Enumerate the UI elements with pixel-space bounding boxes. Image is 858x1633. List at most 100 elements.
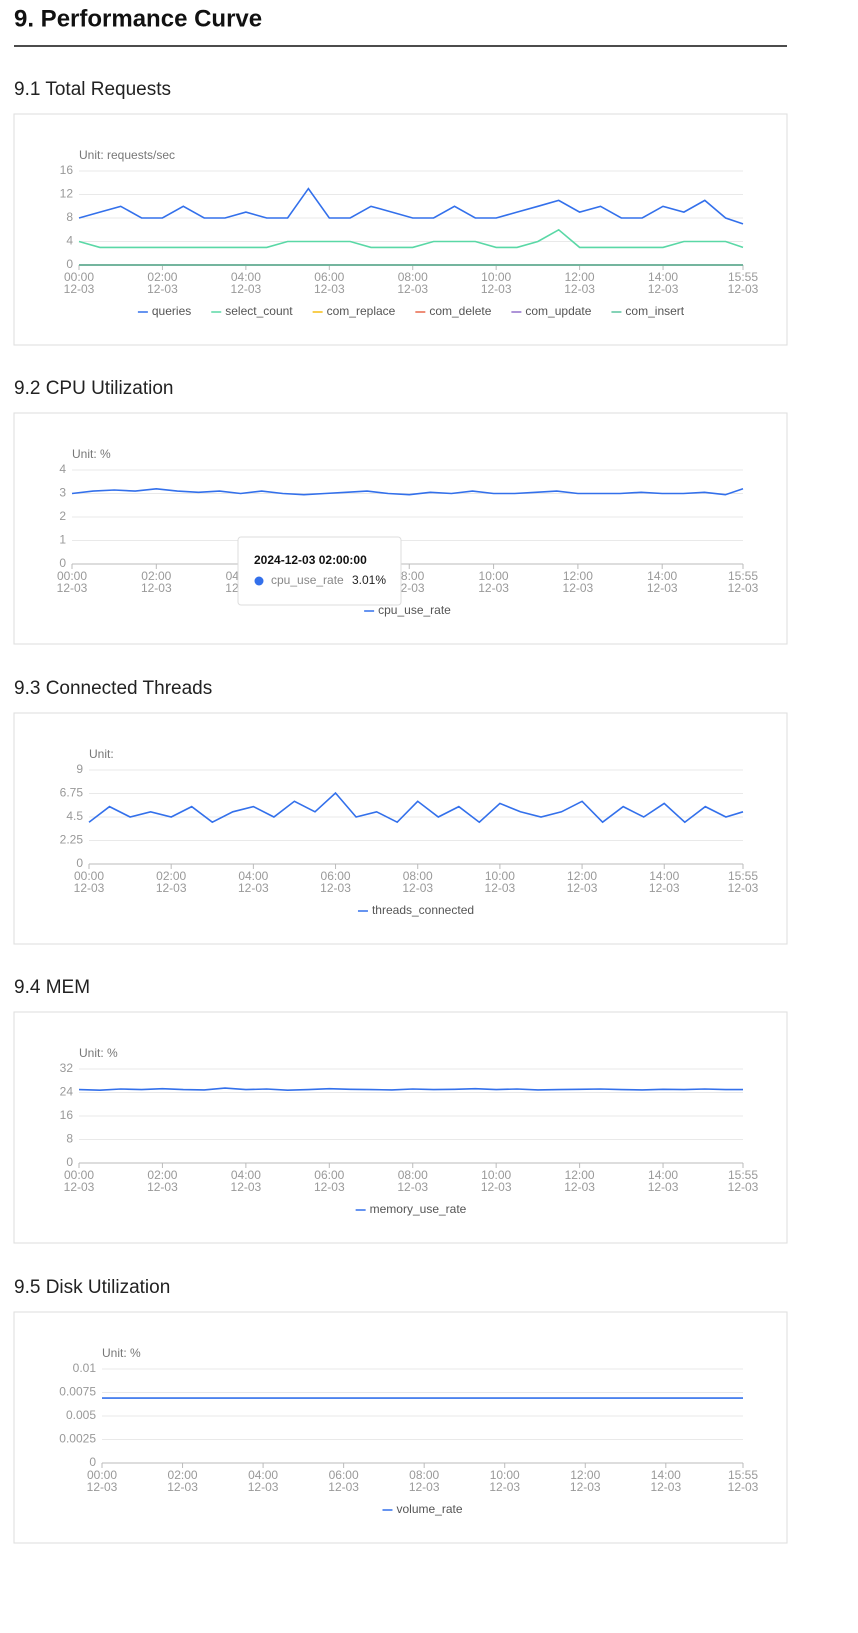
x-tick-label: 14:00	[648, 1168, 678, 1182]
x-tick-label: 12:00	[565, 270, 595, 284]
series-line	[71, 487, 744, 496]
x-tick-label: 15:55	[728, 1168, 758, 1182]
x-tick-label: 12-03	[156, 881, 187, 895]
x-tick-label: 12-03	[238, 881, 269, 895]
x-tick-label: 12-03	[647, 581, 678, 595]
legend-label: memory_use_rate	[370, 1202, 467, 1216]
x-tick-label: 12-03	[402, 881, 433, 895]
x-tick-label: 12-03	[564, 282, 595, 296]
x-tick-label: 14:00	[647, 569, 677, 583]
x-tick-label: 08:00	[398, 1168, 428, 1182]
x-tick-label: 12-03	[314, 1180, 345, 1194]
x-tick-label: 12-03	[328, 1480, 359, 1494]
x-tick-label: 12-03	[167, 1480, 198, 1494]
x-tick-label: 12-03	[397, 1180, 428, 1194]
x-tick-label: 12-03	[648, 1180, 679, 1194]
tooltip-series: cpu_use_rate	[271, 573, 344, 587]
x-tick-label: 10:00	[481, 270, 511, 284]
x-tick-label: 12-03	[728, 1180, 759, 1194]
section-title: 9.1 Total Requests	[14, 79, 171, 100]
section-title: 9.4 MEM	[14, 977, 90, 998]
x-tick-label: 12-03	[397, 282, 428, 296]
x-tick-label: 10:00	[485, 869, 515, 883]
chart-panel	[13, 1011, 788, 1244]
y-tick-label: 8	[66, 210, 73, 224]
x-tick-label: 02:00	[156, 869, 186, 883]
x-tick-label: 12-03	[394, 581, 425, 595]
tooltip-title: 2024-12-03 02:00:00	[254, 553, 367, 567]
x-tick-label: 02:00	[141, 569, 171, 583]
x-tick-label: 12-03	[567, 881, 598, 895]
x-tick-label: 12-03	[489, 1480, 520, 1494]
unit-label: Unit: %	[72, 447, 111, 461]
legend-label: threads_connected	[372, 903, 474, 917]
x-tick-label: 10:00	[490, 1468, 520, 1482]
x-tick-label: 15:55	[728, 270, 758, 284]
x-tick-label: 12-03	[141, 581, 172, 595]
y-tick-label: 8	[66, 1132, 73, 1146]
tooltip-box	[237, 536, 402, 606]
x-tick-label: 08:00	[403, 869, 433, 883]
y-tick-label: 2.25	[60, 833, 84, 847]
y-tick-label: 0.0025	[59, 1432, 96, 1446]
legend: memory_use_rate	[355, 1202, 467, 1216]
x-tick-label: 12-03	[728, 282, 759, 296]
y-tick-label: 0	[66, 1155, 73, 1169]
x-tick-label: 12-03	[570, 1480, 601, 1494]
series-line	[78, 228, 744, 249]
x-tick-label: 12-03	[649, 881, 680, 895]
x-tick-label: 12-03	[563, 581, 594, 595]
legend-label: com_update	[525, 304, 591, 318]
x-tick-label: 02:00	[147, 1168, 177, 1182]
section-title: 9.2 CPU Utilization	[14, 378, 173, 399]
x-tick-label: 06:00	[321, 869, 351, 883]
y-tick-label: 0	[76, 856, 83, 870]
x-tick-label: 12-03	[231, 1180, 262, 1194]
x-tick-label: 12-03	[147, 282, 178, 296]
x-tick-label: 12-03	[650, 1480, 681, 1494]
unit-label: Unit: requests/sec	[79, 148, 175, 162]
y-tick-label: 0	[66, 257, 73, 271]
x-tick-label: 14:00	[651, 1468, 681, 1482]
legend-label: volume_rate	[396, 1502, 462, 1516]
x-tick-label: 12:00	[565, 1168, 595, 1182]
legend: queries select_count com_replace com_delete…	[137, 304, 685, 318]
x-tick-label: 12-03	[64, 282, 95, 296]
tooltip-dot	[254, 576, 264, 586]
chart-panel	[13, 113, 788, 346]
x-tick-label: 00:00	[64, 270, 94, 284]
y-tick-label: 4.5	[66, 809, 83, 823]
x-tick-label: 12:00	[570, 1468, 600, 1482]
x-tick-label: 15:55	[728, 1468, 758, 1482]
x-tick-label: 12-03	[728, 1480, 759, 1494]
legend-label: queries	[152, 304, 191, 318]
x-tick-label: 04:00	[231, 1168, 261, 1182]
tooltip: 2024-12-03 02:00:00 cpu_use_rate 3.01%	[237, 536, 402, 606]
x-tick-label: 04:00	[238, 869, 268, 883]
x-tick-label: 12-03	[728, 581, 759, 595]
x-tick-label: 12:00	[563, 569, 593, 583]
x-tick-label: 12-03	[648, 282, 679, 296]
page-title: 9. Performance Curve	[14, 5, 262, 32]
y-tick-label: 4	[66, 234, 73, 248]
x-tick-label: 12:00	[567, 869, 597, 883]
y-tick-label: 32	[60, 1061, 74, 1075]
y-tick-label: 4	[59, 462, 66, 476]
x-tick-label: 12-03	[478, 581, 509, 595]
y-tick-label: 2	[59, 509, 66, 523]
x-tick-label: 15:55	[728, 869, 758, 883]
legend-label: cpu_use_rate	[378, 603, 451, 617]
chart-panel	[13, 712, 788, 945]
x-tick-label: 12-03	[485, 881, 516, 895]
chart-panel	[13, 1311, 788, 1544]
x-tick-label: 12-03	[481, 282, 512, 296]
y-tick-label: 0	[89, 1455, 96, 1469]
legend-label: com_insert	[625, 304, 684, 318]
y-tick-label: 0.01	[73, 1361, 97, 1375]
legend: volume_rate	[382, 1502, 463, 1516]
chart-panel	[13, 412, 788, 645]
x-tick-label: 12-03	[248, 1480, 279, 1494]
legend: threads_connected	[357, 903, 474, 917]
x-tick-label: 12-03	[481, 1180, 512, 1194]
x-tick-label: 06:00	[329, 1468, 359, 1482]
